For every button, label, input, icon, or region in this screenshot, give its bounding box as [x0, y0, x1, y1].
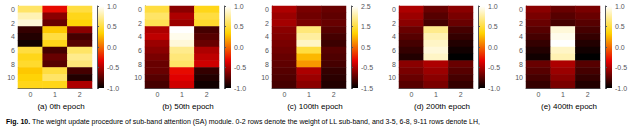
svg-text:0: 0: [409, 91, 413, 98]
svg-text:2: 2: [586, 91, 590, 98]
svg-text:6: 6: [138, 47, 142, 54]
svg-text:-0.5: -0.5: [234, 64, 246, 71]
svg-text:0.0: 0.0: [488, 44, 498, 51]
svg-text:1.0: 1.0: [234, 3, 244, 10]
svg-text:0: 0: [519, 6, 523, 13]
svg-text:1: 1: [307, 91, 311, 98]
svg-text:0.5: 0.5: [615, 23, 625, 30]
svg-text:1: 1: [434, 91, 438, 98]
svg-text:-1.0: -1.0: [615, 85, 627, 92]
svg-text:0: 0: [155, 91, 159, 98]
svg-text:0: 0: [265, 6, 269, 13]
svg-text:Fig. 10.: Fig. 10.: [6, 118, 30, 126]
svg-text:2: 2: [392, 20, 396, 27]
svg-text:4: 4: [11, 33, 15, 40]
svg-text:8: 8: [138, 61, 142, 68]
svg-text:0.0: 0.0: [107, 44, 117, 51]
svg-text:2: 2: [78, 91, 82, 98]
svg-text:10: 10: [134, 74, 142, 81]
svg-text:6: 6: [392, 47, 396, 54]
svg-text:1: 1: [53, 91, 57, 98]
svg-text:(a) 0th epoch: (a) 0th epoch: [37, 102, 84, 111]
svg-text:2: 2: [11, 20, 15, 27]
svg-text:4: 4: [138, 33, 142, 40]
svg-text:2: 2: [265, 20, 269, 27]
svg-text:(e) 400th epoch: (e) 400th epoch: [541, 102, 597, 111]
svg-text:8: 8: [11, 61, 15, 68]
svg-text:2: 2: [459, 91, 463, 98]
svg-text:0: 0: [536, 91, 540, 98]
svg-text:1.5: 1.5: [361, 23, 371, 30]
svg-text:2: 2: [519, 20, 523, 27]
svg-text:1: 1: [561, 91, 565, 98]
svg-text:0.5: 0.5: [361, 44, 371, 51]
svg-text:-0.5: -0.5: [361, 64, 373, 71]
svg-text:10: 10: [261, 74, 269, 81]
svg-text:-1.0: -1.0: [107, 85, 119, 92]
svg-text:8: 8: [519, 61, 523, 68]
svg-text:1: 1: [180, 91, 184, 98]
svg-text:0.0: 0.0: [234, 44, 244, 51]
svg-text:10: 10: [7, 74, 15, 81]
svg-text:0.0: 0.0: [615, 44, 625, 51]
svg-text:10: 10: [388, 74, 396, 81]
svg-text:0: 0: [138, 6, 142, 13]
svg-text:-1.0: -1.0: [488, 85, 500, 92]
svg-text:(c) 100th epoch: (c) 100th epoch: [287, 102, 343, 111]
svg-text:8: 8: [392, 61, 396, 68]
svg-text:1.0: 1.0: [615, 3, 625, 10]
svg-text:10: 10: [515, 74, 523, 81]
svg-text:0: 0: [392, 6, 396, 13]
svg-text:2: 2: [205, 91, 209, 98]
svg-text:0.5: 0.5: [488, 23, 498, 30]
svg-text:6: 6: [519, 47, 523, 54]
svg-text:4: 4: [265, 33, 269, 40]
svg-text:4: 4: [392, 33, 396, 40]
svg-text:1.0: 1.0: [107, 3, 117, 10]
svg-text:0.5: 0.5: [107, 23, 117, 30]
svg-text:0: 0: [11, 6, 15, 13]
svg-text:1.0: 1.0: [488, 3, 498, 10]
svg-text:0: 0: [28, 91, 32, 98]
svg-text:(b) 50th epoch: (b) 50th epoch: [162, 102, 214, 111]
svg-text:-0.5: -0.5: [488, 64, 500, 71]
svg-text:-0.5: -0.5: [107, 64, 119, 71]
svg-text:The weight update procedure of: The weight update procedure of sub-band …: [32, 118, 480, 126]
svg-text:-0.5: -0.5: [615, 64, 627, 71]
svg-text:0.5: 0.5: [234, 23, 244, 30]
svg-text:2: 2: [138, 20, 142, 27]
svg-text:(d) 200th epoch: (d) 200th epoch: [414, 102, 470, 111]
svg-text:0: 0: [282, 91, 286, 98]
svg-text:4: 4: [519, 33, 523, 40]
svg-text:6: 6: [11, 47, 15, 54]
svg-text:6: 6: [265, 47, 269, 54]
svg-text:2.5: 2.5: [361, 3, 371, 10]
svg-text:8: 8: [265, 61, 269, 68]
svg-text:-1.0: -1.0: [234, 85, 246, 92]
svg-text:-1.5: -1.5: [361, 85, 373, 92]
svg-text:2: 2: [332, 91, 336, 98]
